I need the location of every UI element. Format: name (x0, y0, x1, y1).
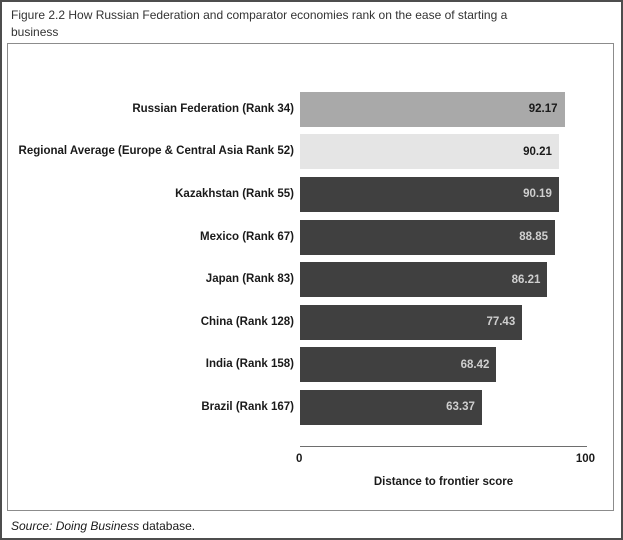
bar: 92.17 (300, 91, 565, 127)
source-note-regular: database. (139, 519, 196, 533)
chart-plot-area: Russian Federation (Rank 34) 92.17 Regiona… (7, 43, 614, 511)
bar-value-label: 68.42 (460, 358, 490, 371)
bar-value-label: 88.85 (519, 231, 548, 244)
chart-row: Mexico (Rank 67) 88.85 (8, 216, 613, 259)
bar-track: 90.21 (300, 134, 587, 170)
bar: 90.19 (300, 176, 559, 212)
bar: 77.43 (300, 304, 523, 340)
bar-track: 86.21 (300, 262, 587, 298)
chart-row: Kazakhstan (Rank 55) 90.19 (8, 173, 613, 216)
category-label: Regional Average (Europe & Central Asia … (18, 145, 294, 158)
chart-row: Brazil (Rank 167) 63.37 (8, 386, 613, 429)
bar: 86.21 (300, 262, 548, 298)
category-label: Russian Federation (Rank 34) (132, 102, 294, 115)
bar: 88.85 (300, 219, 555, 255)
bar: 68.42 (300, 347, 497, 383)
bar-value-label: 77.43 (486, 316, 516, 329)
x-tick-max: 100 (575, 453, 595, 465)
x-axis-ticks: 0 100 (296, 453, 595, 465)
figure-title: Figure 2.2 How Russian Federation and co… (11, 7, 571, 41)
chart-row: Russian Federation (Rank 34) 92.17 (8, 88, 613, 131)
bar-track: 88.85 (300, 219, 587, 255)
category-label: China (Rank 128) (200, 315, 294, 328)
figure-title-line2: business (11, 25, 59, 39)
bar-track: 63.37 (300, 389, 587, 425)
bar-value-label: 90.19 (523, 188, 552, 201)
figure-title-line1: Figure 2.2 How Russian Federation and co… (11, 8, 508, 22)
bar-value-label: 92.17 (528, 103, 558, 116)
bar-track: 77.43 (300, 304, 587, 340)
category-label: Kazakhstan (Rank 55) (175, 187, 294, 200)
chart-row: Regional Average (Europe & Central Asia … (8, 131, 613, 174)
x-tick-min: 0 (296, 453, 303, 465)
bar-value-label: 86.21 (511, 273, 541, 286)
category-label: India (Rank 158) (205, 358, 294, 371)
category-label: Japan (Rank 83) (205, 273, 294, 286)
source-note: Source: Doing Business database. (11, 519, 195, 533)
bar-track: 92.17 (300, 91, 587, 127)
bar-rows: Russian Federation (Rank 34) 92.17 Regiona… (8, 88, 613, 429)
bar: 63.37 (300, 389, 482, 425)
chart-row: Japan (Rank 83) 86.21 (8, 258, 613, 301)
category-label: Mexico (Rank 67) (200, 230, 294, 243)
x-axis-title: Distance to frontier score (373, 476, 514, 488)
x-axis-line (300, 446, 587, 447)
bar: 90.21 (300, 134, 559, 170)
bar-value-label: 63.37 (446, 401, 475, 414)
bar-track: 68.42 (300, 347, 587, 383)
chart-row: India (Rank 158) 68.42 (8, 344, 613, 387)
bar-value-label: 90.21 (523, 145, 552, 158)
bar-track: 90.19 (300, 176, 587, 212)
chart-row: China (Rank 128) 77.43 (8, 301, 613, 344)
source-note-italic: Source: Doing Business (11, 519, 140, 533)
category-label: Brazil (Rank 167) (201, 400, 294, 413)
